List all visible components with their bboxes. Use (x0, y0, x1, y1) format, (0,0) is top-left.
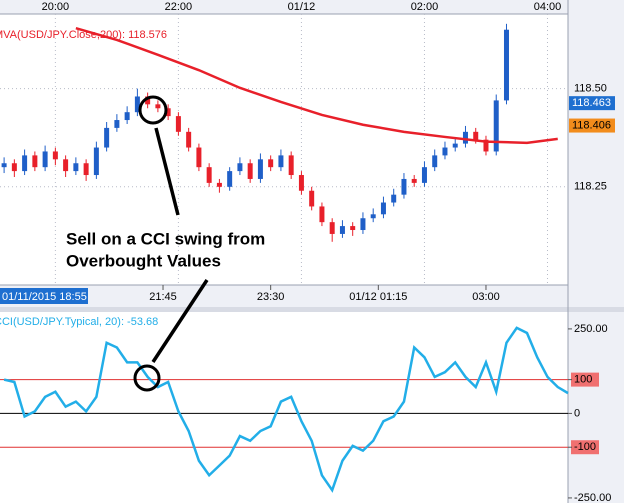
level-label-box (571, 440, 599, 455)
bottom-time-strip (0, 285, 568, 307)
candle-body (124, 112, 130, 121)
pointer-line (154, 127, 180, 216)
y-tick-label: 0 (574, 407, 580, 419)
moving-average (75, 26, 558, 145)
candle-body (165, 108, 171, 117)
y-tick-label: -100 (574, 441, 596, 453)
candle-body (114, 120, 120, 128)
top-time-strip (0, 0, 568, 14)
candle-body (380, 202, 386, 215)
x-tick-label: 22:00 (165, 1, 193, 13)
x-tick-label: 04:00 (534, 1, 562, 13)
candle-body (442, 147, 448, 156)
candle-body (1, 163, 7, 168)
candle-body (483, 139, 489, 152)
y-tick-label: 118.50 (574, 83, 607, 95)
candle-body (237, 163, 243, 172)
candle-body (42, 151, 48, 168)
candle-body (73, 163, 79, 172)
candle-body (319, 206, 325, 223)
x-tick-label: 01/12 01:15 (349, 291, 407, 303)
x-tick-label: 23:30 (257, 291, 285, 303)
candle-body (309, 190, 315, 207)
highlight-circle (133, 364, 161, 392)
price-axis-strip (568, 0, 624, 503)
candle-body (22, 155, 28, 172)
indicator-label: CCI(USD/JPY.Typical, 20): -53.68 (0, 316, 158, 328)
candle-body (473, 131, 479, 140)
pointer-line (151, 279, 209, 363)
x-tick-label: 20:00 (42, 1, 70, 13)
price-tag (569, 96, 615, 111)
candle-body (104, 127, 110, 148)
candle-body (411, 178, 417, 183)
candle-body (278, 155, 284, 168)
price-tag (569, 118, 615, 133)
candle-body (370, 214, 376, 219)
candle-body (186, 131, 192, 148)
y-tick-label: 118.25 (574, 181, 607, 193)
candle-body (329, 222, 335, 234)
candle-body (206, 167, 212, 183)
candle-body (391, 194, 397, 203)
x-tick-label: 02:00 (411, 1, 439, 13)
candle-body (452, 143, 458, 148)
x-tick-label: 01/12 (288, 1, 316, 13)
x-tick-label: 03:00 (472, 291, 500, 303)
candle-body (227, 171, 233, 187)
price-tag-label: 118.406 (572, 119, 611, 131)
candle-body (401, 178, 407, 195)
cursor-time: 01/11/2015 18:55 (2, 291, 87, 303)
candle-body (421, 167, 427, 183)
x-tick-label: 21:45 (149, 291, 177, 303)
candle-body (175, 116, 181, 132)
candle-body (462, 131, 468, 144)
candle-body (268, 159, 274, 168)
y-tick-label: -250.00 (574, 492, 611, 503)
candle-body (155, 104, 161, 109)
cci-line (3, 326, 569, 493)
candle-body (247, 163, 253, 179)
candle-body (216, 182, 222, 187)
candle-body (52, 151, 58, 160)
annotation: Overbought Values (66, 251, 221, 270)
candle-body (145, 96, 151, 105)
candle-body (134, 96, 140, 113)
y-tick-label: 100 (574, 374, 592, 386)
candle-body (339, 226, 345, 234)
candle-body (288, 155, 294, 176)
indicator-label: MVA(USD/JPY.Close,200): 118.576 (0, 29, 167, 41)
highlight-circle (138, 95, 168, 125)
candle-body (63, 159, 69, 172)
candle-body (350, 226, 356, 231)
candle-body (493, 100, 499, 152)
cursor-time-box (0, 288, 88, 304)
candle-body (298, 175, 304, 191)
candle-body (93, 147, 99, 176)
panel-separator (0, 307, 624, 312)
candle-body (360, 218, 366, 231)
annotation: Sell on a CCI swing from (66, 229, 265, 248)
level-label-box (571, 372, 599, 387)
y-tick-label: 250.00 (574, 323, 608, 335)
price-tag-label: 118.463 (572, 97, 611, 109)
candle-body (257, 159, 263, 179)
candle-body (196, 147, 202, 168)
candle-body (11, 163, 17, 172)
candle-body (83, 163, 89, 176)
candle-body (32, 155, 38, 168)
candle-body (503, 29, 509, 101)
candle-body (432, 155, 438, 168)
